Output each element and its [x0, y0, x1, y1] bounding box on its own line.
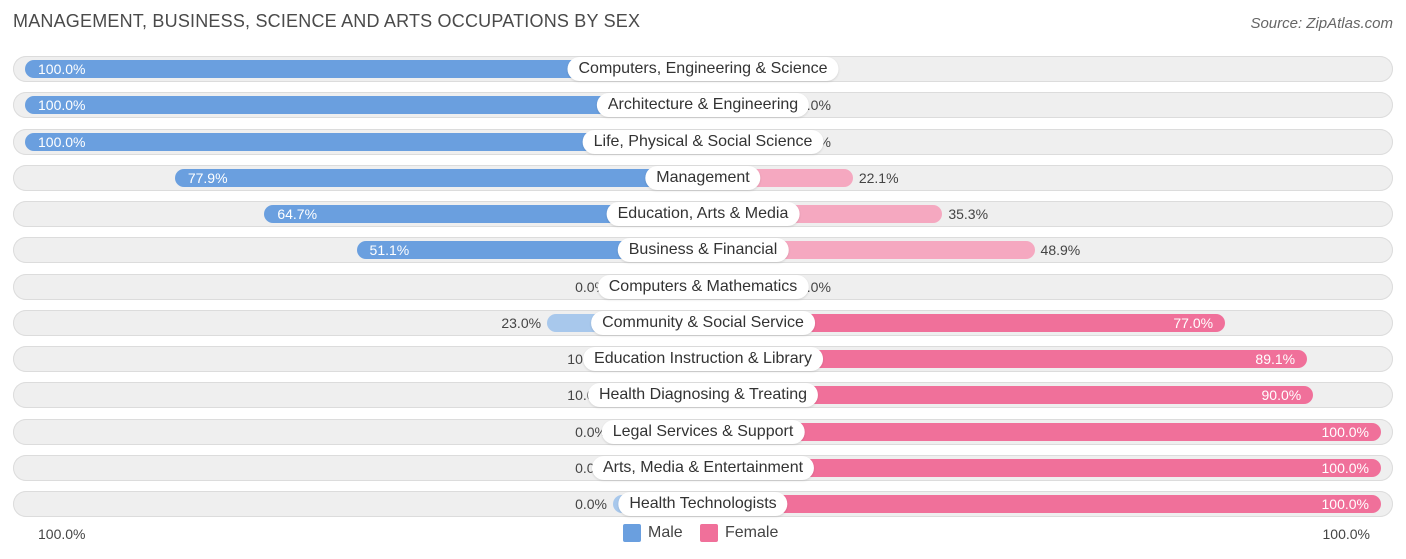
legend-female-swatch [700, 524, 718, 542]
chart-title: MANAGEMENT, BUSINESS, SCIENCE AND ARTS O… [13, 11, 641, 31]
category-label: Business & Financial [617, 238, 789, 263]
value-label-male: 64.7% [277, 206, 318, 222]
value-label-female: 89.1% [1255, 351, 1296, 367]
value-label-female: 100.0% [1321, 423, 1369, 440]
value-label-male: 0.0% [575, 496, 607, 512]
value-label-female: 35.3% [948, 206, 989, 222]
category-label: Arts, Media & Entertainment [591, 455, 815, 480]
category-label: Education Instruction & Library [583, 347, 823, 371]
category-label: Computers & Mathematics [597, 274, 809, 299]
value-label-female: 48.9% [1040, 242, 1081, 259]
bar-female [703, 386, 1314, 405]
value-label-male: 100.0% [38, 97, 86, 114]
bar-female [703, 313, 1226, 332]
category-label: Life, Physical & Social Science [582, 129, 824, 154]
category-label: Health Technologists [618, 492, 788, 516]
category-label: Computers, Engineering & Science [567, 57, 839, 81]
value-label-male: 77.9% [187, 169, 228, 186]
bar-female [703, 350, 1308, 368]
category-label: Management [645, 165, 761, 190]
legend-male-swatch [623, 524, 641, 542]
bar-female [703, 458, 1381, 477]
bar-male [174, 168, 703, 187]
category-label: Health Diagnosing & Treating [587, 383, 819, 408]
bar-male [25, 60, 703, 78]
bar-female [703, 495, 1381, 513]
bar-male [264, 205, 703, 223]
value-label-female: 100.0% [1321, 496, 1369, 512]
source-credit: Source: ZipAtlas.com [1250, 15, 1393, 32]
category-label: Legal Services & Support [601, 419, 805, 444]
bar-male [25, 96, 703, 115]
value-label-male: 23.0% [501, 314, 542, 331]
value-label-female: 90.0% [1261, 387, 1302, 404]
value-label-male: 100.0% [38, 133, 86, 150]
value-label-female: 77.0% [1173, 314, 1214, 331]
category-label: Community & Social Service [591, 310, 815, 335]
bar-female [703, 422, 1381, 441]
value-label-male: 51.1% [369, 242, 410, 259]
value-label-male: 0.0% [575, 423, 607, 440]
axis-right-label: 100.0% [1322, 526, 1370, 542]
value-label-female: 22.1% [858, 169, 899, 186]
legend-male-label: Male [648, 524, 683, 541]
value-label-female: 100.0% [1321, 459, 1369, 476]
legend-female: Female [700, 524, 778, 542]
axis-left-label: 100.0% [38, 526, 86, 542]
legend-female-label: Female [725, 524, 779, 541]
value-label-male: 100.0% [38, 61, 86, 77]
category-label: Education, Arts & Media [606, 202, 800, 226]
bar-male [356, 241, 703, 260]
legend-male: Male [623, 524, 683, 542]
bar-male [25, 132, 703, 151]
category-label: Architecture & Engineering [596, 93, 810, 118]
